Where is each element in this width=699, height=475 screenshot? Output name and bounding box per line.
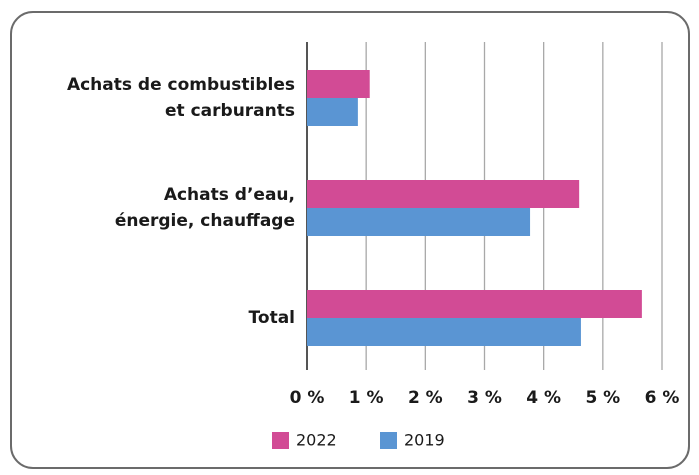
category-label: Total — [249, 308, 295, 328]
bar — [307, 290, 642, 318]
category-label: Achats d’eau, — [164, 185, 295, 205]
x-tick-label: 3 % — [467, 388, 502, 408]
x-tick-label: 5 % — [585, 388, 620, 408]
legend-swatch — [380, 432, 397, 449]
bar — [307, 98, 358, 126]
legend-swatch — [272, 432, 289, 449]
legend-label: 2019 — [404, 431, 445, 450]
bar — [307, 318, 581, 346]
x-tick-label: 6 % — [645, 388, 680, 408]
category-label: énergie, chauffage — [115, 211, 295, 231]
bar — [307, 180, 580, 208]
category-label: et carburants — [165, 101, 295, 121]
category-label: Achats de combustibles — [67, 75, 295, 95]
x-tick-label: 2 % — [408, 388, 443, 408]
frame — [10, 11, 690, 469]
x-tick-label: 0 % — [290, 388, 325, 408]
bar — [307, 70, 370, 98]
legend-label: 2022 — [296, 431, 337, 450]
x-tick-label: 1 % — [349, 388, 384, 408]
bar — [307, 208, 531, 236]
x-tick-label: 4 % — [526, 388, 561, 408]
